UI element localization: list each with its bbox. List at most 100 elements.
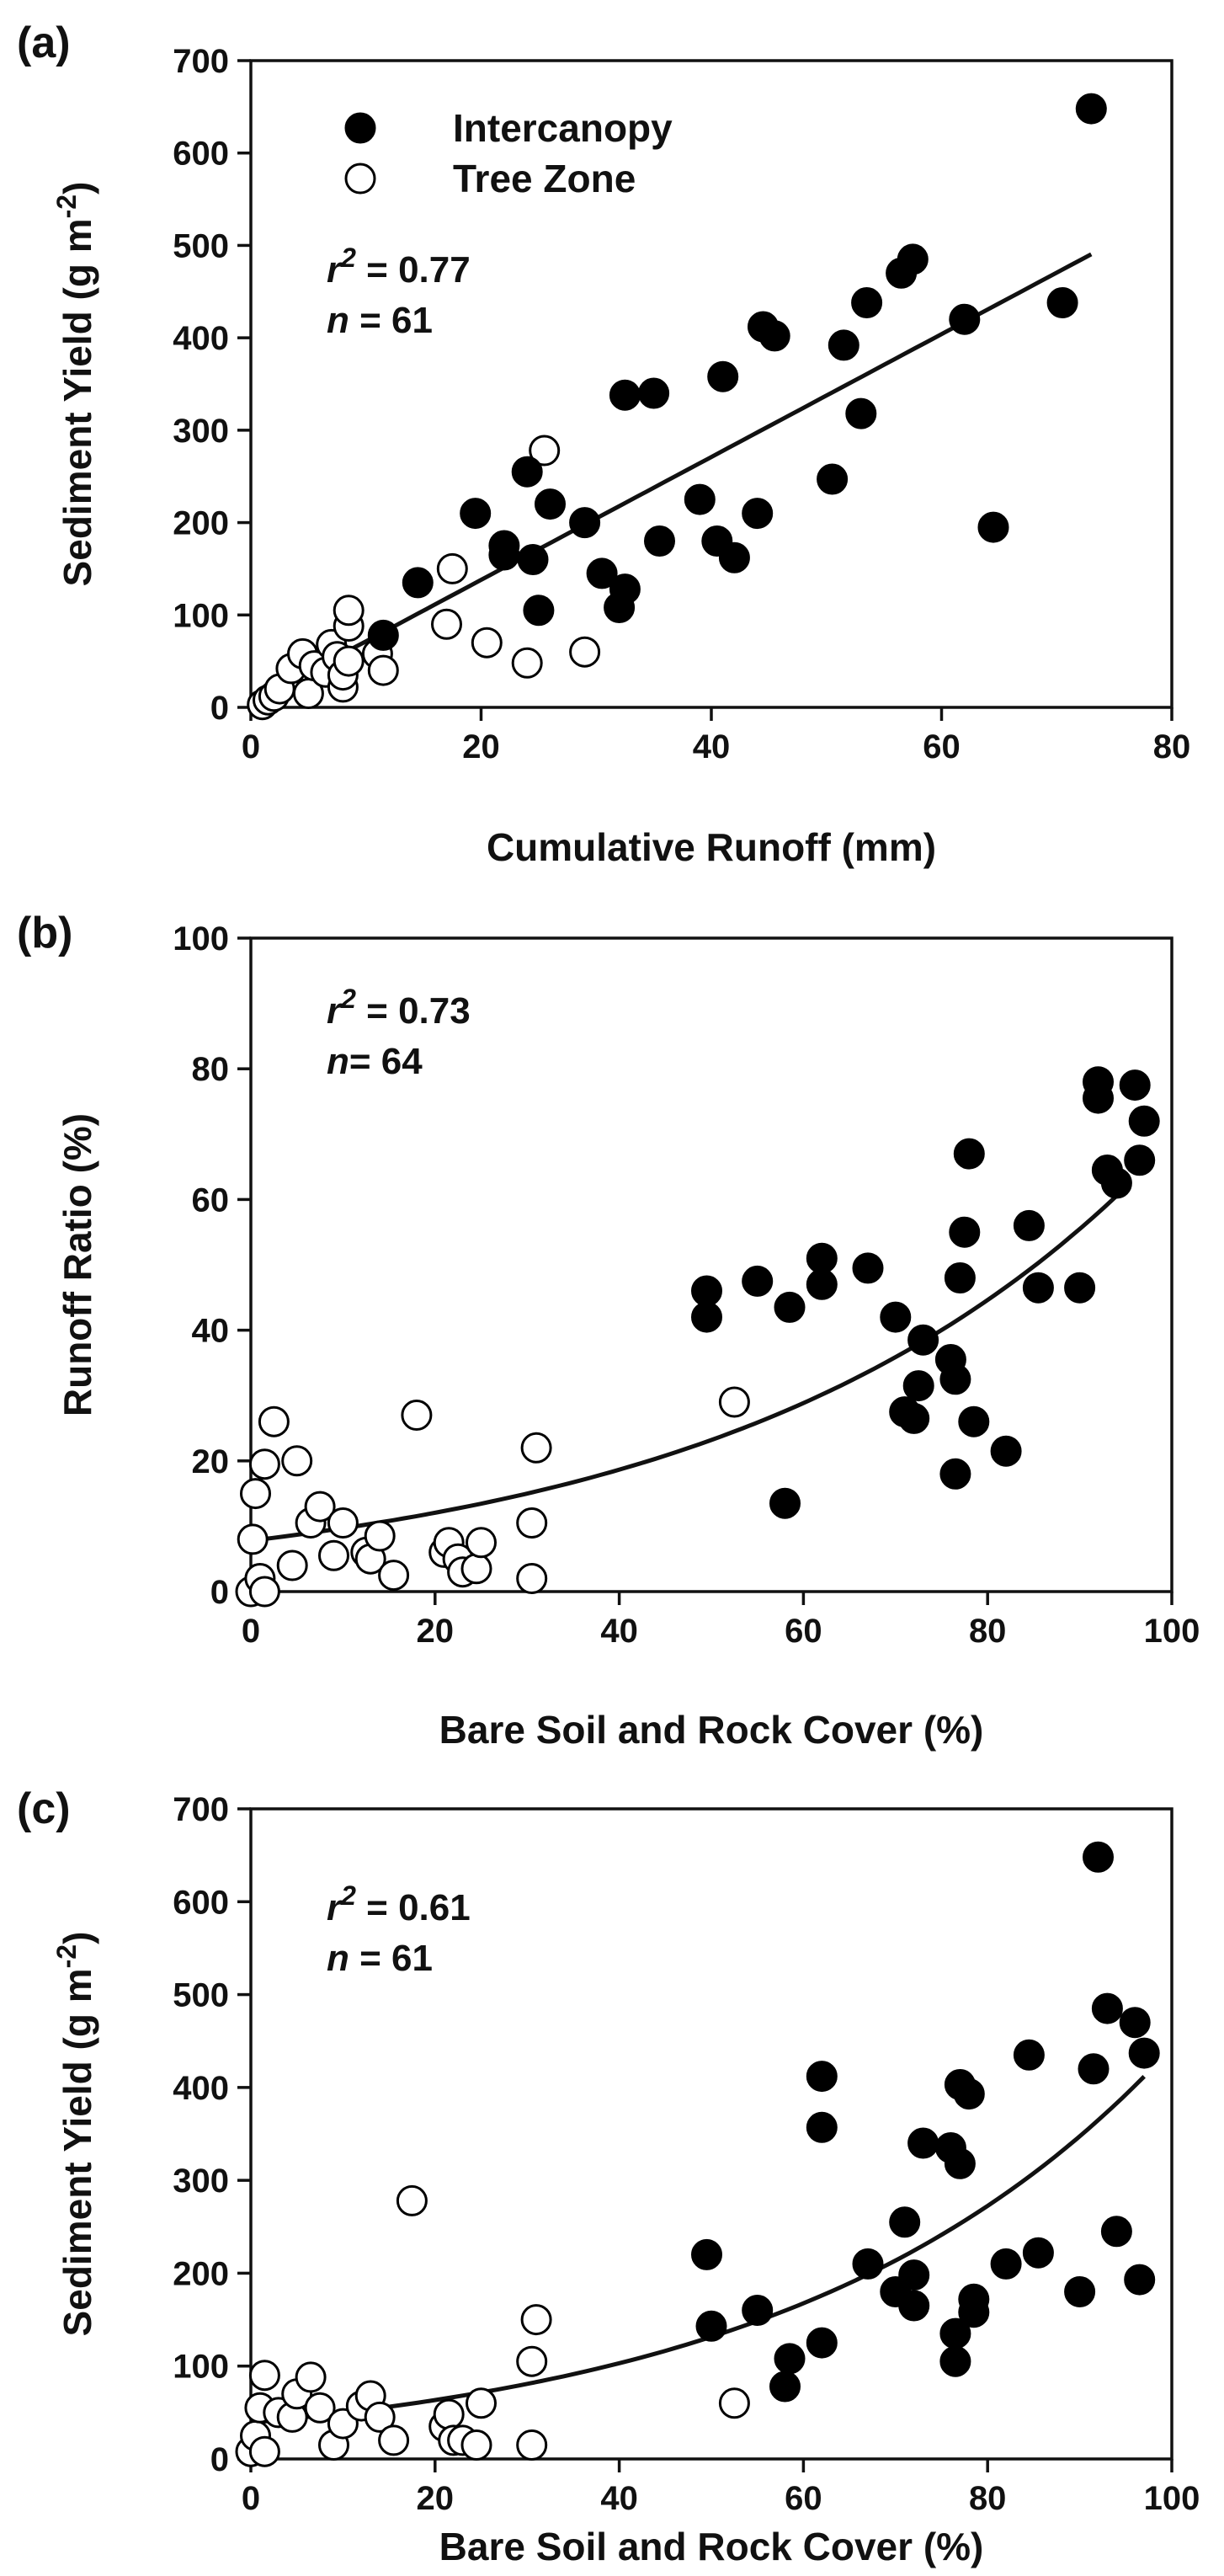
plot-frame <box>249 936 1173 1593</box>
intercanopy-point <box>769 2371 801 2403</box>
intercanopy-point <box>1091 1992 1123 2024</box>
x-tick-label: 0 <box>242 728 260 765</box>
y-tick-label: 0 <box>210 2441 229 2478</box>
x-tick-label: 40 <box>600 1613 638 1650</box>
intercanopy-point <box>707 360 739 392</box>
plot-frame <box>249 1807 1173 2461</box>
legend-label: Tree Zone <box>453 157 636 200</box>
y-axis-label-sup: -2 <box>51 1944 82 1968</box>
y-axis-label-close: ) <box>56 182 99 195</box>
tree-zone-point <box>431 608 462 640</box>
y-axis-label-close: ) <box>56 1932 99 1944</box>
tree-zone-point <box>460 1553 492 1585</box>
intercanopy-point <box>990 1435 1022 1467</box>
intercanopy-point <box>1046 287 1078 318</box>
intercanopy-point <box>1128 1105 1160 1137</box>
panel-c: (c) 0 20 40 60 80 100 0 100 200 300 400 500 600 700 Bar… <box>17 1784 1200 2568</box>
r-squared-value: = 0.73 <box>356 990 471 1032</box>
intercanopy-point <box>1064 1272 1096 1304</box>
y-tick-label: 400 <box>173 320 229 357</box>
tree-zone-point <box>516 1507 548 1539</box>
intercanopy-point <box>806 2111 838 2143</box>
tree-zone-point <box>466 2387 497 2419</box>
panel-b: (b) 0 20 40 60 80 100 0 20 40 60 80 100 Bare Soil and… <box>17 909 1200 1752</box>
legend-marker <box>344 163 376 195</box>
tree-zone-point <box>516 2345 548 2377</box>
y-tick-label: 300 <box>173 2163 229 2200</box>
intercanopy-point <box>367 619 399 651</box>
x-tick-label: 0 <box>242 2480 260 2517</box>
intercanopy-point <box>1083 1082 1114 1114</box>
intercanopy-point <box>902 1370 934 1402</box>
tree-zone-point <box>248 1576 280 1608</box>
intercanopy-point <box>535 488 566 520</box>
n-annotation: n = 61 <box>327 300 433 341</box>
y-tick-label: 80 <box>192 1051 230 1088</box>
intercanopy-point <box>939 2345 971 2377</box>
y-tick-label: 600 <box>173 136 229 173</box>
tree-zone-point <box>276 1549 308 1581</box>
intercanopy-point <box>742 498 774 530</box>
tree-zone-point <box>364 1520 396 1552</box>
panel-label: (a) <box>17 19 71 67</box>
y-tick-label: 500 <box>173 1977 229 2014</box>
r-symbol: r <box>327 249 343 291</box>
intercanopy-point <box>638 377 670 409</box>
intercanopy-point <box>806 1268 838 1300</box>
tree-zone-point <box>367 654 399 686</box>
intercanopy-point <box>897 243 929 275</box>
intercanopy-point <box>695 2310 727 2342</box>
tree-zone-point <box>718 2387 750 2419</box>
fit-curve <box>250 1185 1128 1543</box>
x-tick-label: 60 <box>923 728 961 765</box>
tree-zone-point <box>460 2429 492 2461</box>
intercanopy-point <box>1013 2039 1045 2071</box>
intercanopy-point <box>1013 1209 1045 1241</box>
tree-zone-point <box>401 1400 433 1431</box>
tree-zone-point <box>466 1527 497 1559</box>
x-tick-label: 40 <box>693 728 731 765</box>
n-symbol: n <box>327 1938 349 1979</box>
r-squared-annotation: r2 = 0.73 <box>327 984 471 1032</box>
tree-zone-point <box>304 1491 336 1523</box>
tree-zone-point <box>396 2184 428 2216</box>
x-tick-label: 80 <box>969 2480 1007 2517</box>
r-symbol: r <box>327 990 343 1032</box>
intercanopy-point <box>851 287 883 318</box>
r-symbol: r <box>327 1887 343 1928</box>
tree-zone-point <box>333 595 365 627</box>
x-tick-label: 60 <box>785 1613 822 1650</box>
intercanopy-point <box>684 483 716 515</box>
y-tick-label: 20 <box>192 1443 230 1480</box>
tree-zone-point <box>364 2401 396 2433</box>
intercanopy-point <box>806 2061 838 2093</box>
n-value: = 61 <box>349 1938 433 1979</box>
y-axis-label: Sediment Yield (g m-2) <box>51 182 99 587</box>
x-tick-label: 60 <box>785 2480 822 2517</box>
legend-label: Intercanopy <box>453 106 673 150</box>
intercanopy-point <box>852 2248 884 2280</box>
intercanopy-point <box>990 2248 1022 2280</box>
x-tick-label: 0 <box>242 1613 260 1650</box>
intercanopy-point <box>569 507 601 539</box>
intercanopy-point <box>609 379 641 411</box>
intercanopy-point <box>1064 2276 1096 2307</box>
n-annotation: n = 61 <box>327 1938 433 1979</box>
intercanopy-point <box>1100 1167 1132 1199</box>
r-squared-value: = 0.61 <box>356 1887 471 1928</box>
x-axis-label: Bare Soil and Rock Cover (%) <box>439 2525 984 2568</box>
tree-zone-point <box>569 636 601 668</box>
intercanopy-point <box>953 1138 985 1170</box>
y-axis-label-main: Sediment Yield (g m <box>56 218 99 586</box>
intercanopy-point <box>769 1487 801 1519</box>
y-tick-label: 300 <box>173 413 229 450</box>
tree-zone-point <box>511 647 543 679</box>
intercanopy-point <box>691 1275 722 1307</box>
y-axis-label: Sediment Yield (g m-2) <box>51 1932 99 2337</box>
intercanopy-point <box>949 303 981 335</box>
y-tick-label: 500 <box>173 227 229 264</box>
tree-zone-point <box>378 1560 410 1592</box>
y-tick-label: 100 <box>173 920 229 957</box>
intercanopy-point <box>939 1363 971 1395</box>
